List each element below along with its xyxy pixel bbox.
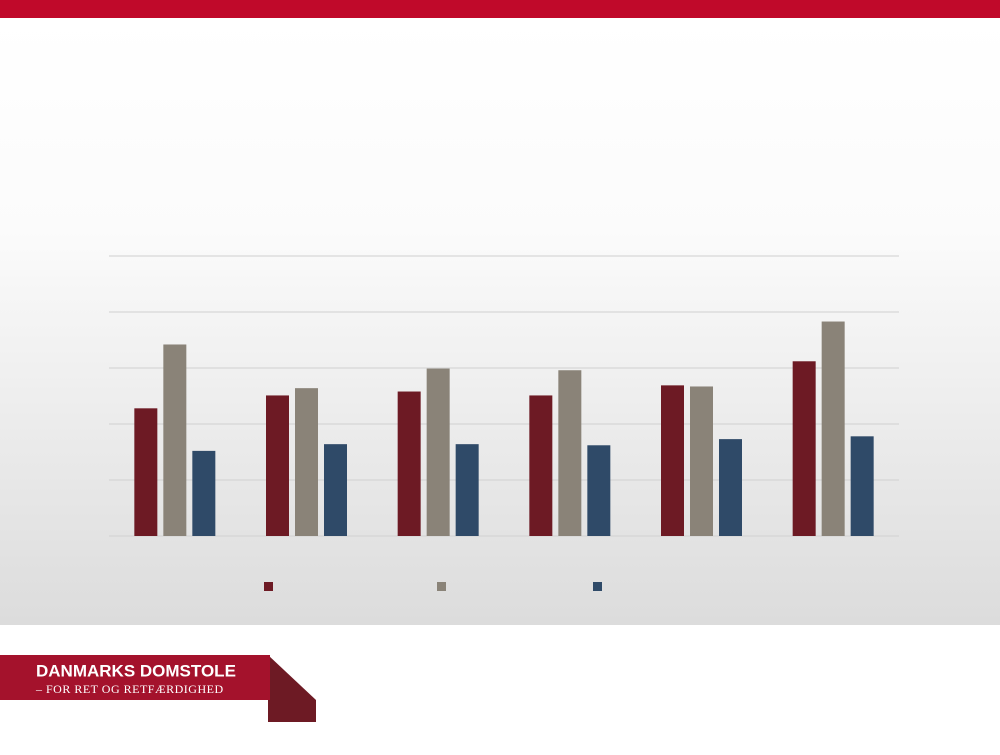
bar: [163, 344, 187, 536]
bar: [324, 444, 347, 536]
chart: [109, 255, 899, 591]
brand: DANMARKS DOMSTOLE: [36, 661, 236, 680]
bar: [558, 370, 582, 536]
bar: [192, 450, 216, 536]
bar: [661, 385, 684, 536]
legend-swatch: [593, 582, 602, 591]
bar: [821, 321, 845, 536]
bar: [397, 391, 421, 536]
legend-swatch: [437, 582, 446, 591]
bar: [266, 395, 289, 536]
bar: [719, 439, 742, 536]
bar: [587, 445, 611, 536]
bar: [295, 388, 318, 536]
bar: [455, 444, 479, 536]
bar: [426, 368, 450, 536]
bar: [690, 386, 713, 536]
top-bar: [0, 0, 1000, 18]
tagline: – FOR RET OG RETFÆRDIGHED: [35, 682, 224, 696]
bar: [529, 395, 553, 536]
logo-fold: [268, 655, 316, 722]
legend-swatch: [264, 582, 273, 591]
bar: [792, 361, 816, 536]
bar: [134, 408, 158, 536]
logo-band: [0, 655, 270, 700]
bar: [850, 436, 874, 536]
